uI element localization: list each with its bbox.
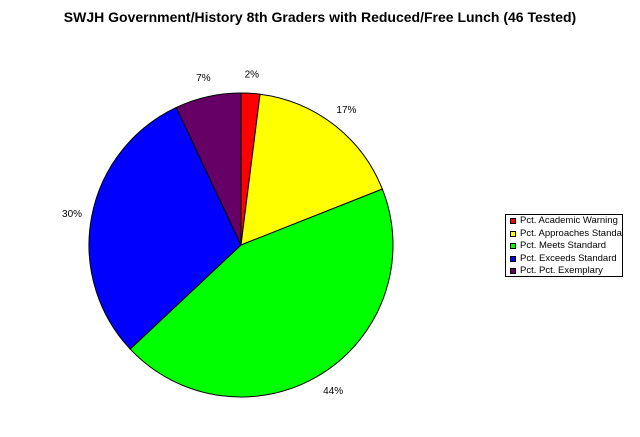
legend-item-3: Pct. Exceeds Standard [506,253,622,266]
slice-label-0: 2% [245,69,260,80]
legend-item-2: Pct. Meets Standard [506,240,622,253]
legend-item-4: Pct. Pct. Exemplary [506,265,622,276]
pie-slice-1 [240,93,383,246]
slice-label-3: 30% [62,209,82,220]
pie-slice-3 [88,106,242,350]
legend-label-2: Pct. Meets Standard [520,240,607,251]
legend-label-0: Pct. Academic Warning [520,215,618,226]
legend-swatch-1 [510,230,516,237]
pie-slice-2 [129,188,394,398]
legend-item-1: Pct. Approaches Standard [506,228,622,241]
legend-item-0: Pct. Academic Warning [506,215,622,228]
legend-swatch-2 [510,243,516,249]
legend-label-4: Pct. Pct. Exemplary [520,265,603,276]
slice-label-4: 7% [196,73,211,84]
pie-slice-4 [175,92,242,246]
legend-swatch-3 [510,255,516,262]
legend: Pct. Academic Warning Pct. Approaches Sta… [505,214,623,277]
legend-swatch-0 [510,218,516,224]
chart-title: SWJH Government/History 8th Graders with… [63,9,577,25]
legend-label-1: Pct. Approaches Standard [520,227,623,239]
legend-label-3: Pct. Exceeds Standard [520,252,617,264]
legend-swatch-4 [510,268,516,274]
slice-label-1: 17% [336,105,356,116]
slice-label-2: 44% [323,386,343,397]
